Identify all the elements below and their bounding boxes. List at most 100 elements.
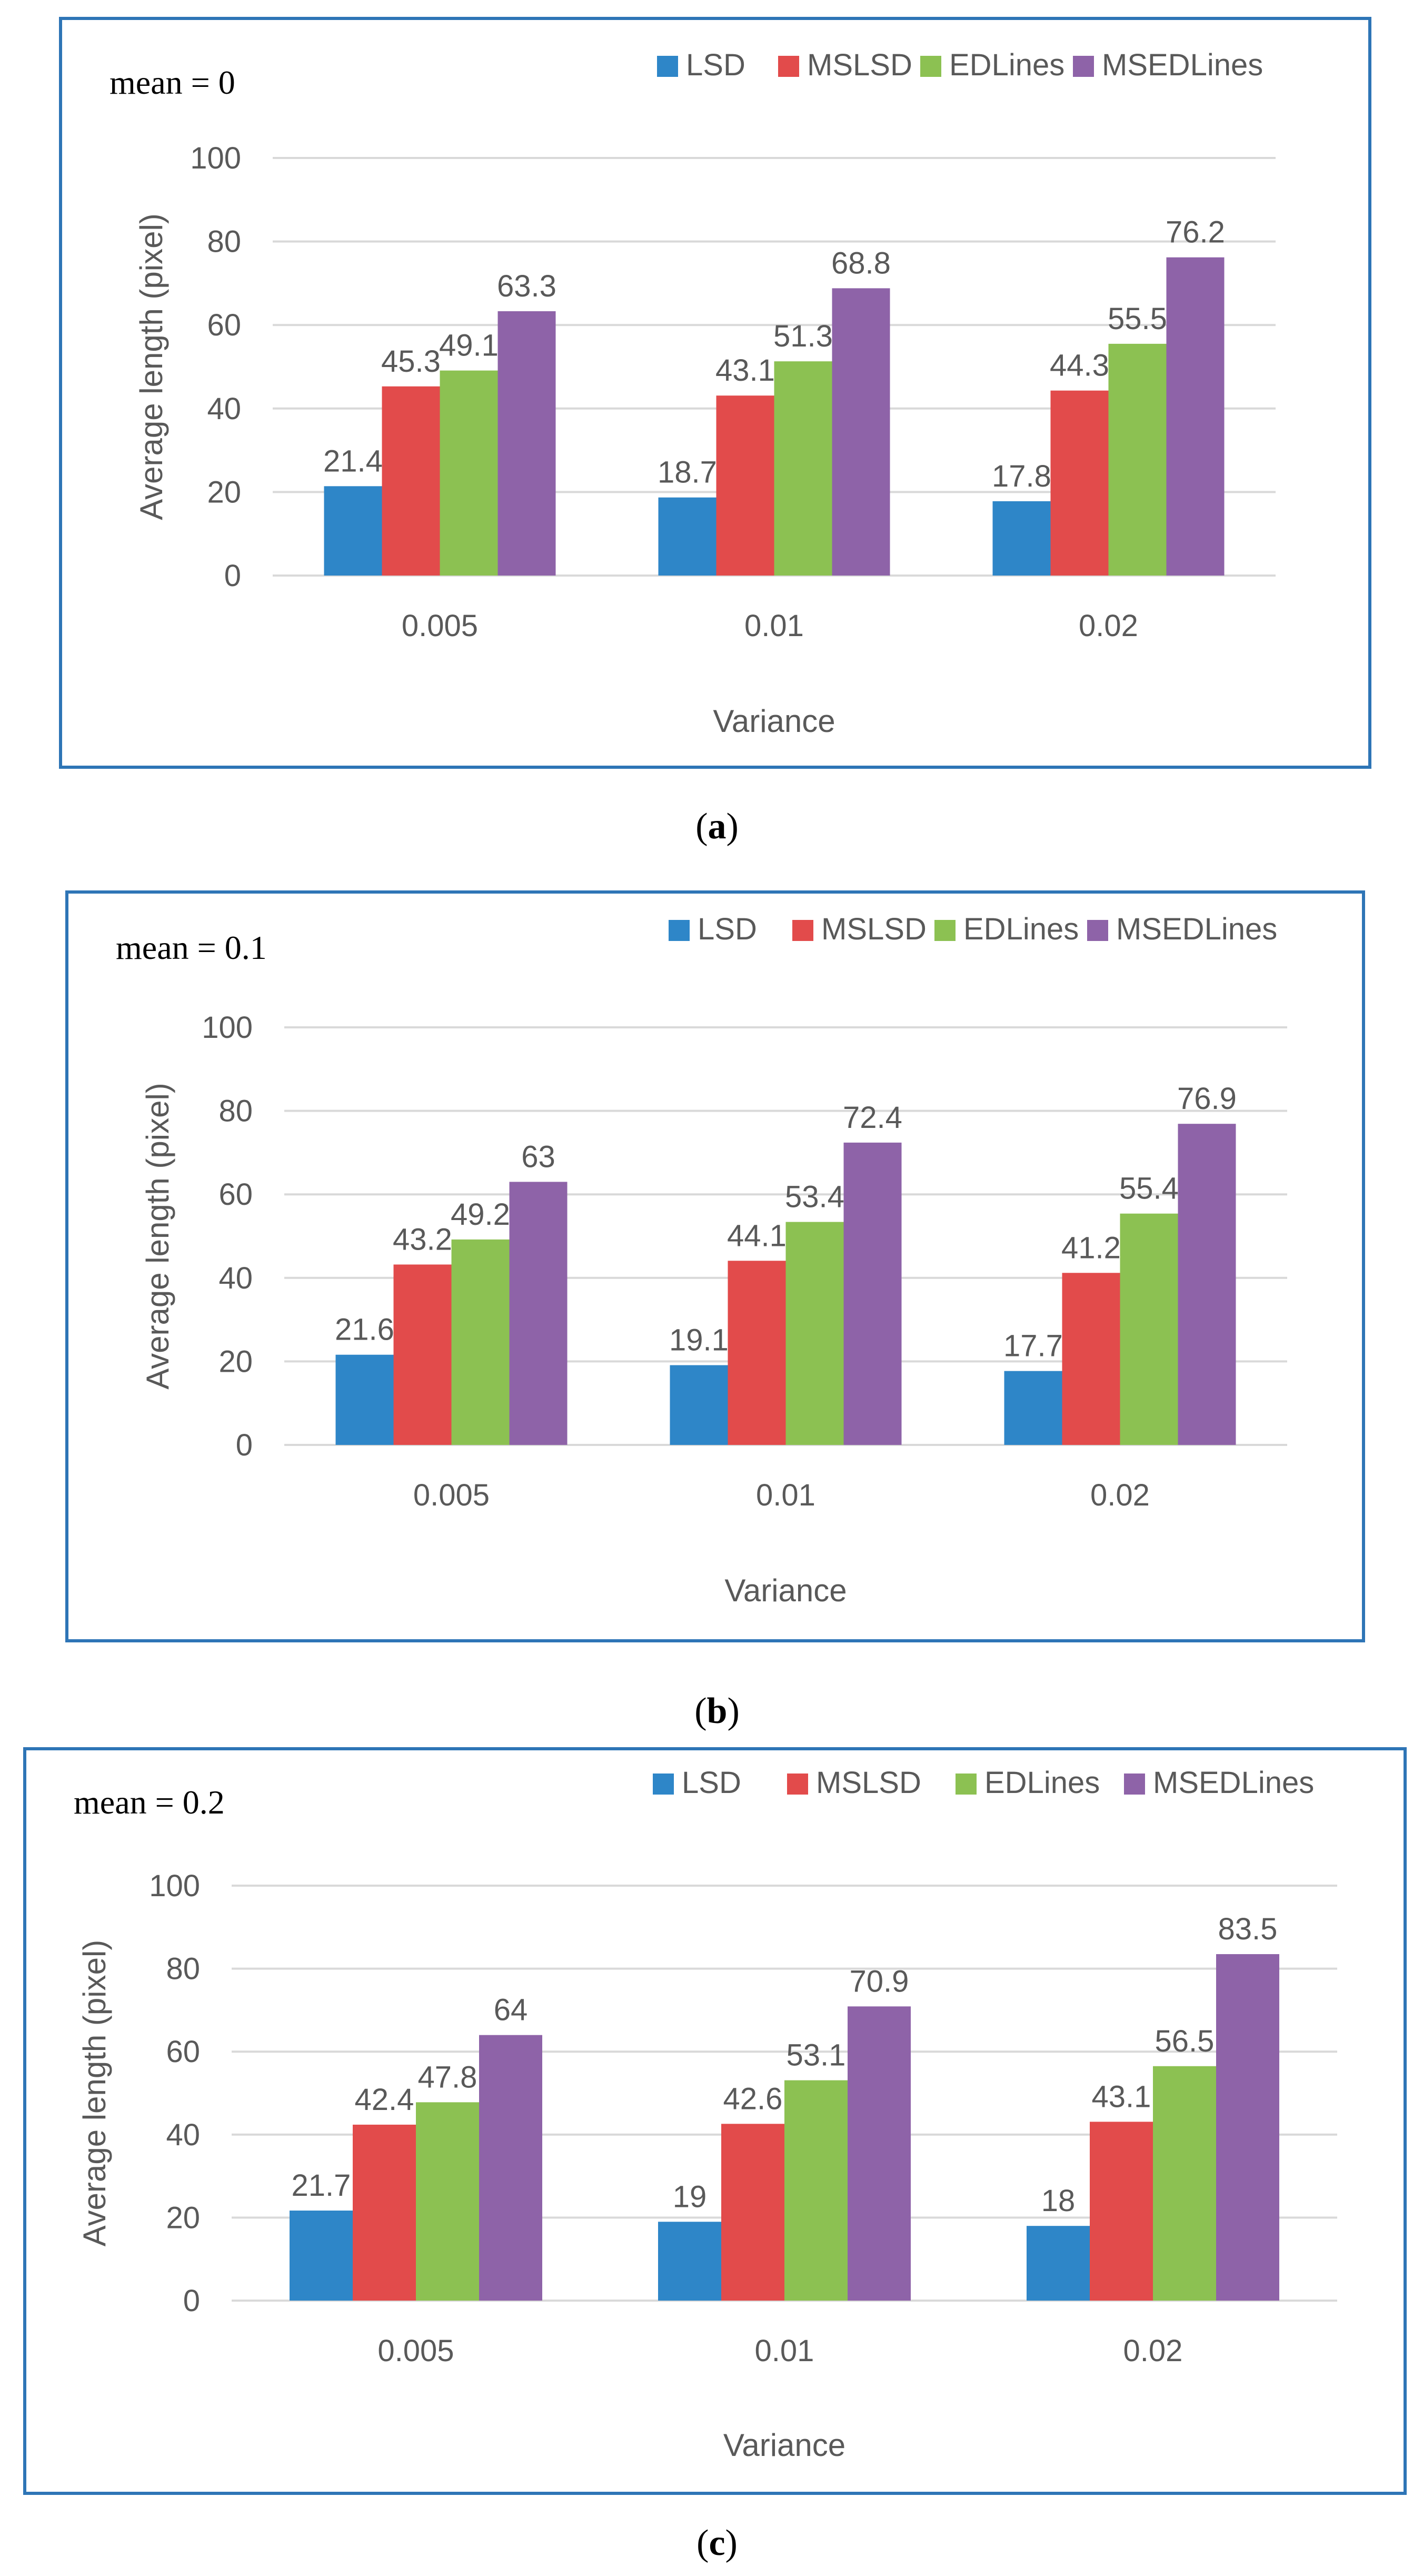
data-label: 44.1 <box>727 1218 787 1253</box>
legend-swatch-edlines <box>956 1774 977 1795</box>
legend-label-edlines: EDLines <box>949 48 1064 82</box>
bar-msedlines <box>1178 1124 1236 1445</box>
x-tick-label: 0.005 <box>413 1478 490 1512</box>
legend-swatch-mslsd <box>787 1774 808 1795</box>
x-tick-label: 0.02 <box>1123 2334 1183 2368</box>
bar-edlines <box>774 361 832 576</box>
y-tick-label: 20 <box>166 2201 200 2235</box>
data-label: 55.4 <box>1119 1172 1179 1206</box>
data-label: 49.1 <box>439 329 499 363</box>
data-label: 53.1 <box>787 2038 846 2073</box>
y-tick-label: 80 <box>218 1094 253 1128</box>
data-label: 43.1 <box>1092 2079 1151 2114</box>
chart-svg-c: mean = 0.2 LSD MSLSD EDLines MSEDLines 0 20 40 6… <box>74 1766 1337 2463</box>
y-tick-label: 100 <box>190 141 241 175</box>
bar-lsd <box>324 486 382 576</box>
caption-b: (b) <box>694 1691 740 1731</box>
chart-title: mean = 0 <box>110 64 235 101</box>
bar-msedlines <box>509 1182 568 1445</box>
legend-label-mslsd: MSLSD <box>807 48 912 82</box>
data-label: 21.4 <box>323 444 383 478</box>
chart-panel-a: mean = 0 LSD MSLSD EDLines MSEDLines 0 20 40 60 8… <box>59 17 1371 769</box>
data-label: 43.2 <box>393 1222 452 1256</box>
data-label: 72.4 <box>843 1101 902 1135</box>
bar-msedlines <box>832 288 890 576</box>
legend-label-lsd: LSD <box>686 48 745 82</box>
bar-edlines <box>785 1222 844 1445</box>
y-tick-label: 60 <box>218 1177 253 1212</box>
data-label: 63.3 <box>497 269 556 303</box>
y-tick-label: 20 <box>218 1344 253 1379</box>
legend-swatch-lsd <box>657 56 678 77</box>
bar-lsd <box>290 2211 353 2301</box>
bar-edlines <box>451 1239 510 1445</box>
bar-lsd <box>992 501 1051 576</box>
x-tick-label: 0.01 <box>744 609 804 643</box>
x-tick-label: 0.01 <box>756 1478 815 1512</box>
chart-panel-b: mean = 0.1 LSD MSLSD EDLines MSEDLines 0 20 40 6… <box>65 890 1365 1642</box>
legend-swatch-lsd <box>653 1774 674 1795</box>
x-tick-label: 0.02 <box>1079 609 1138 643</box>
chart-svg-a: mean = 0 LSD MSLSD EDLines MSEDLines 0 20 40 60 8… <box>110 48 1276 739</box>
legend-swatch-edlines <box>920 56 941 77</box>
y-tick-label: 80 <box>166 1952 200 1986</box>
bar-lsd <box>670 1365 728 1445</box>
data-label: 55.5 <box>1108 302 1167 336</box>
y-tick-label: 0 <box>224 559 241 593</box>
data-label: 18 <box>1041 2184 1076 2218</box>
data-label: 17.8 <box>992 459 1051 493</box>
legend-swatch-lsd <box>669 920 690 941</box>
x-axis-label: Variance <box>713 704 835 739</box>
legend-label-lsd: LSD <box>682 1766 741 1800</box>
y-tick-label: 60 <box>166 2035 200 2069</box>
bar-mslsd <box>1062 1273 1120 1445</box>
legend-swatch-edlines <box>934 920 956 941</box>
y-tick-label: 0 <box>236 1428 253 1462</box>
bar-mslsd <box>353 2124 416 2301</box>
data-label: 43.1 <box>715 353 775 388</box>
bar-msedlines <box>1216 1954 1279 2301</box>
bar-msedlines <box>848 2006 911 2301</box>
data-label: 68.8 <box>831 246 891 280</box>
data-label: 56.5 <box>1155 2024 1215 2058</box>
y-axis-label: Average length (pixel) <box>140 1083 175 1390</box>
y-tick-label: 0 <box>183 2284 200 2318</box>
bar-mslsd <box>1090 2122 1153 2301</box>
data-label: 19.1 <box>669 1323 729 1358</box>
data-label: 70.9 <box>850 1964 909 1998</box>
chart-svg-b: mean = 0.1 LSD MSLSD EDLines MSEDLines 0 20 40 6… <box>116 912 1287 1608</box>
chart-title: mean = 0.1 <box>116 929 267 966</box>
data-label: 21.6 <box>335 1313 394 1347</box>
bar-edlines <box>416 2102 479 2301</box>
bar-msedlines <box>479 2035 542 2301</box>
legend-swatch-msedlines <box>1073 56 1094 77</box>
data-label: 21.7 <box>292 2168 351 2203</box>
data-label: 76.9 <box>1177 1082 1237 1116</box>
chart-panel-c: mean = 0.2 LSD MSLSD EDLines MSEDLines 0 20 40 6… <box>23 1747 1407 2495</box>
x-tick-label: 0.01 <box>755 2334 814 2368</box>
bar-mslsd <box>716 395 774 576</box>
bar-lsd <box>1027 2226 1090 2301</box>
bar-msedlines <box>843 1142 902 1445</box>
x-tick-label: 0.005 <box>402 609 478 643</box>
x-axis-label: Variance <box>723 2428 845 2463</box>
data-label: 42.6 <box>723 2082 783 2116</box>
bar-mslsd <box>721 2124 784 2301</box>
caption-c: (c) <box>696 2523 738 2563</box>
bar-lsd <box>658 497 717 576</box>
caption-c-letter: c <box>709 2523 725 2563</box>
bar-lsd <box>1004 1371 1062 1445</box>
data-label: 47.8 <box>418 2060 477 2094</box>
legend-label-edlines: EDLines <box>963 912 1079 946</box>
data-label: 76.2 <box>1166 215 1225 250</box>
x-axis-label: Variance <box>724 1573 847 1608</box>
bar-edlines <box>784 2080 848 2301</box>
bar-lsd <box>335 1354 394 1445</box>
y-tick-label: 80 <box>207 225 241 259</box>
bar-msedlines <box>1166 257 1225 576</box>
y-axis-label: Average length (pixel) <box>134 213 169 520</box>
data-label: 41.2 <box>1061 1231 1121 1265</box>
y-tick-label: 40 <box>207 392 241 426</box>
data-label: 63 <box>521 1140 555 1174</box>
y-tick-label: 40 <box>166 2118 200 2152</box>
